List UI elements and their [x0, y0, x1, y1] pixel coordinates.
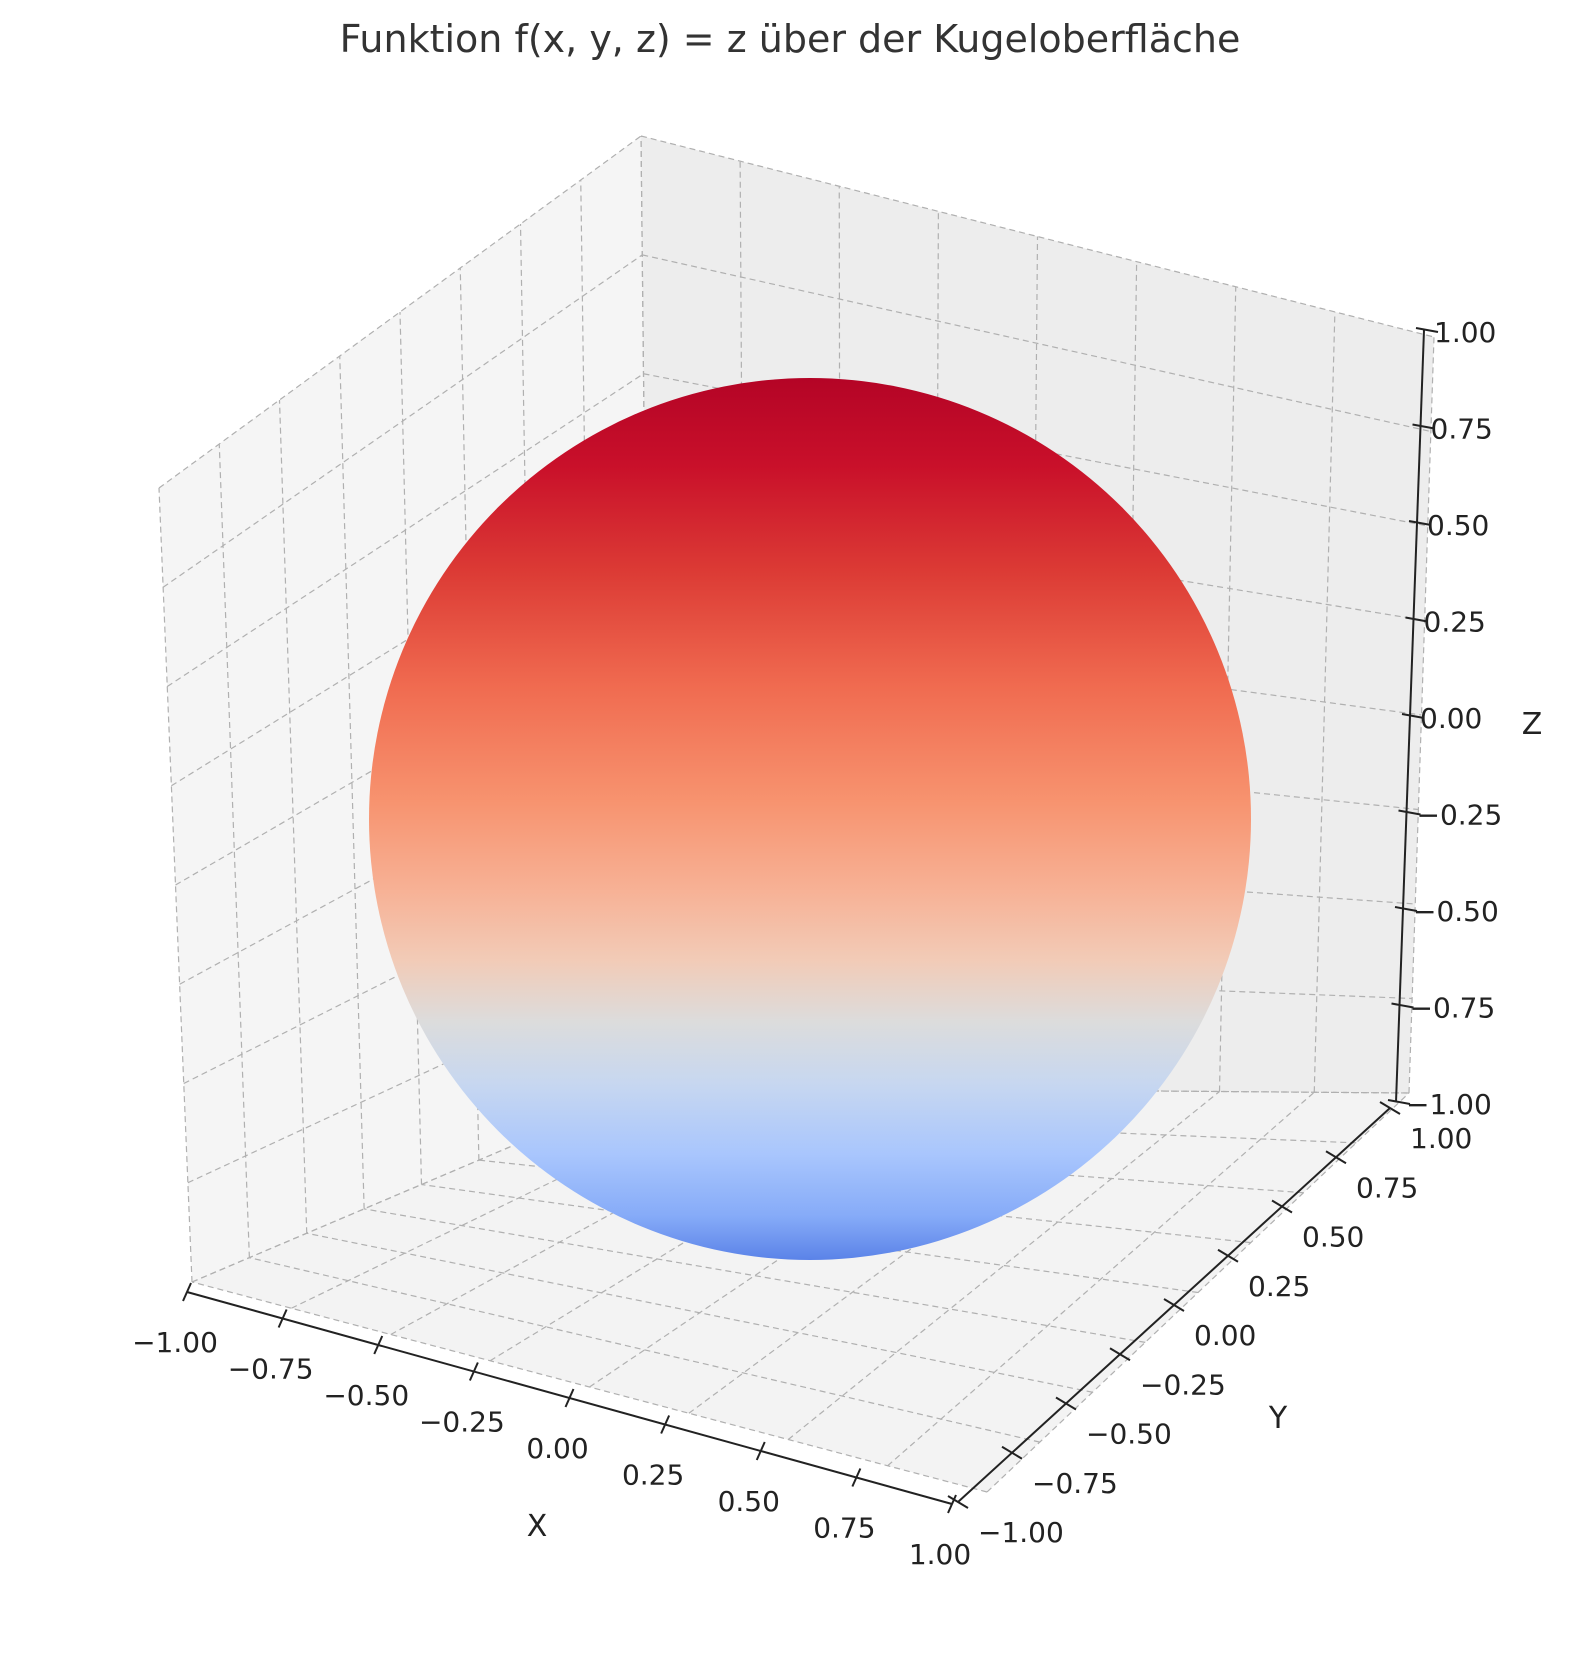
grid-line-y: [399, 311, 423, 1185]
z-tick: [1405, 616, 1428, 623]
x-tick: [182, 1282, 192, 1302]
z-tick-label: −0.75: [1410, 992, 1496, 1025]
y-tick: [1109, 1347, 1131, 1362]
y-tick: [1379, 1101, 1401, 1115]
y-tick-label: 1.00: [1410, 1122, 1472, 1155]
y-tick-label: −0.25: [1140, 1368, 1226, 1401]
chart-title: Funktion f(x, y, z) = z über der Kugelob…: [340, 17, 1241, 61]
z-tick-label: −1.00: [1406, 1088, 1492, 1121]
x-axis-label: X: [527, 1509, 548, 1544]
grid-line-z: [642, 254, 1432, 433]
x-tick-label: 1.00: [909, 1538, 971, 1571]
z-tick-label: 1.00: [1434, 316, 1496, 349]
y-tick: [1217, 1248, 1239, 1263]
y-tick-label: −1.00: [978, 1516, 1064, 1549]
x-tick: [851, 1468, 862, 1487]
x-tick: [947, 1494, 957, 1514]
axes: −1.00 −0.75 −0.50 −0.25 0.00 0.25 0.50 0.75 1.00…: [132, 316, 1502, 1571]
y-tick: [1163, 1298, 1185, 1312]
y-tick-label: −0.75: [1032, 1467, 1118, 1500]
x-tick: [277, 1309, 288, 1328]
x-tick-label: 0.00: [526, 1432, 588, 1465]
y-tick-label: 0.50: [1302, 1221, 1364, 1254]
y-tick: [1325, 1150, 1347, 1165]
z-tick-label: 0.25: [1424, 606, 1486, 639]
x-tick: [468, 1362, 479, 1381]
sphere-surface: [369, 378, 1251, 1260]
grid-line-y: [249, 1257, 1040, 1443]
x-tick-label: 0.50: [718, 1485, 780, 1518]
grid-line-x: [1408, 336, 1435, 1094]
grid-line-y: [459, 267, 480, 1161]
z-tick-label: −0.50: [1413, 895, 1499, 928]
z-tick: [1394, 906, 1418, 912]
y-tick-label: 0.25: [1248, 1270, 1310, 1303]
grid-line-y: [278, 399, 308, 1234]
grid-line-x: [1313, 311, 1336, 1093]
z-tick: [1401, 713, 1425, 719]
grid-line-y: [364, 1208, 1146, 1343]
y-tick: [1055, 1396, 1077, 1411]
z-tick-label: 0.50: [1427, 509, 1489, 542]
grid-line-x: [787, 1091, 1220, 1440]
x-tick: [755, 1441, 766, 1461]
x-tick-label: −0.50: [323, 1379, 409, 1412]
y-tick-label: −0.50: [1086, 1418, 1172, 1451]
grid-line-y: [339, 355, 365, 1209]
y-tick-label: 0.00: [1194, 1319, 1256, 1352]
y-tick-label: 0.75: [1356, 1171, 1418, 1204]
x-tick: [564, 1388, 575, 1408]
grid-line-y: [191, 1281, 988, 1493]
z-tick-label: −0.25: [1417, 799, 1503, 832]
z-tick-label: 0.00: [1420, 702, 1482, 735]
z-tick-label: 0.75: [1431, 413, 1493, 446]
grid-line-z: [647, 729, 1419, 811]
x-tick-label: −1.00: [132, 1326, 218, 1359]
y-axis-label: Y: [1268, 1401, 1288, 1436]
grid-line-x: [934, 211, 939, 1090]
x-tick: [660, 1415, 671, 1434]
grid-line-z: [650, 1086, 1410, 1094]
grid-line-y: [158, 487, 193, 1283]
grid-line-x: [887, 1091, 1315, 1467]
x-tick-label: −0.75: [228, 1353, 314, 1386]
y-tick: [1001, 1445, 1023, 1460]
z-tick: [1387, 1099, 1411, 1105]
grid-line-x: [390, 1087, 841, 1336]
z-tick: [1415, 327, 1439, 333]
grid-line-y: [306, 1232, 1093, 1393]
grid-line-y: [218, 443, 250, 1258]
x-tick-label: −0.25: [419, 1406, 505, 1439]
grid-line-z: [640, 135, 1435, 338]
y-tick: [1271, 1199, 1293, 1214]
y-tick: [947, 1495, 969, 1509]
x-tick: [373, 1335, 384, 1355]
z-tick: [1412, 423, 1435, 430]
x-tick-label: 0.75: [813, 1512, 875, 1545]
x-tick-label: 0.25: [622, 1459, 684, 1492]
floor-pane: [192, 1087, 1409, 1492]
z-tick: [1398, 809, 1421, 816]
z-axis-label: Z: [1522, 707, 1543, 742]
z-tick: [1408, 520, 1432, 526]
z-tick: [1391, 1002, 1414, 1009]
